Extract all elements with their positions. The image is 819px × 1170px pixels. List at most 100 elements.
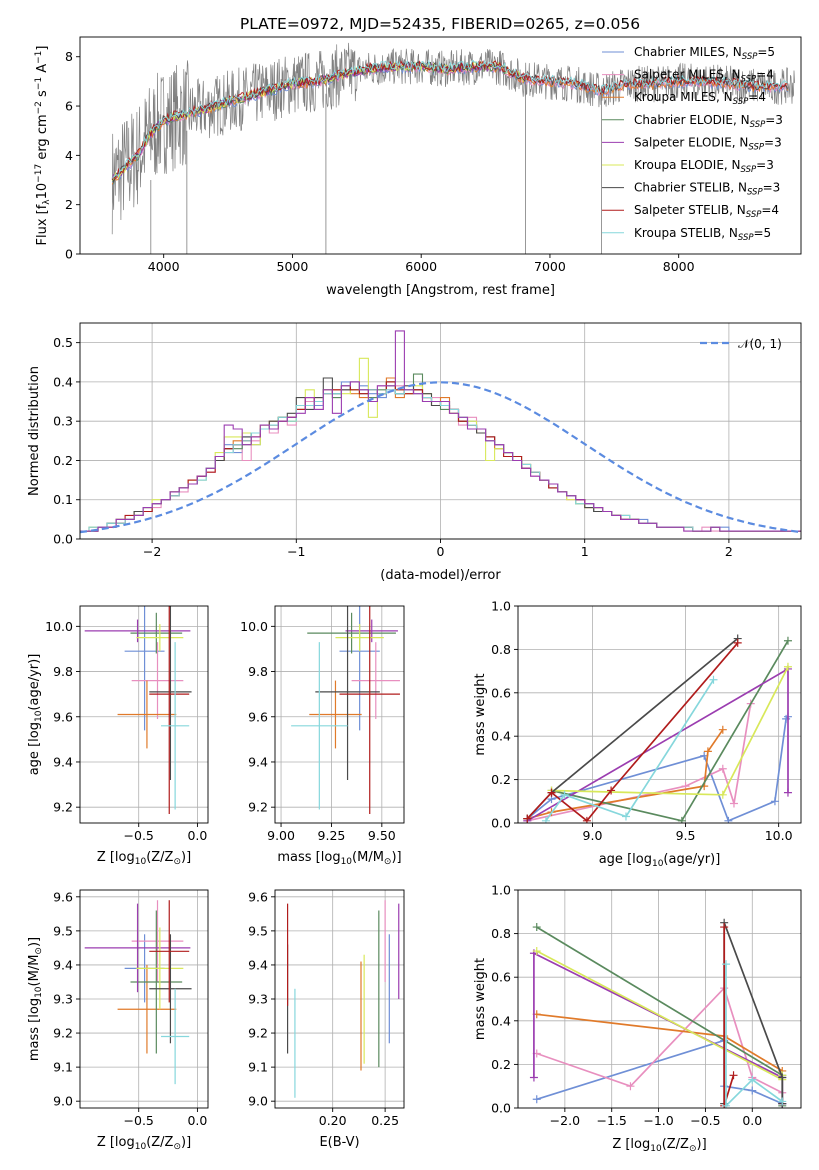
normal-curve — [80, 381, 801, 534]
legend-name: Chabrier STELIB, N — [634, 181, 747, 195]
legend-value: =5 — [754, 226, 772, 240]
y-tick-label: 0.8 — [491, 926, 511, 941]
weight-marker — [748, 1086, 757, 1095]
weight-marker — [729, 1071, 738, 1080]
weight-marker — [733, 638, 742, 647]
weight-line — [551, 666, 789, 796]
plot-area — [80, 330, 801, 534]
y-tick-label: 0.6 — [491, 685, 511, 700]
weight-marker — [718, 790, 727, 799]
panel-mass-vs-Z: −0.5 0.09.09.19.29.39.49.59.6Z [log10(Z/Z… — [27, 889, 209, 1152]
legend-name: Chabrier ELODIE, N — [634, 113, 750, 127]
weight-marker — [532, 923, 541, 932]
x-tick-label: 2 — [725, 544, 733, 559]
legend-value: =3 — [765, 113, 783, 127]
y-axis-label: Flux [fλ10−17 erg cm−2 s−1 A−1] — [34, 46, 52, 246]
x-tick-label: −0.5 — [124, 828, 154, 843]
y-tick-label: 9.6 — [53, 709, 73, 724]
y-tick-label: 4 — [65, 148, 73, 163]
label-part: (M/M — [27, 955, 42, 987]
y-tick-label: 9.4 — [53, 957, 73, 972]
x-tick-label: 8000 — [663, 259, 695, 274]
plot-area — [84, 606, 192, 814]
label-part: 10 — [341, 857, 353, 867]
point-chabrier-miles — [339, 606, 380, 731]
histogram-salpeter-elodie — [80, 330, 801, 532]
weight-marker — [729, 799, 738, 808]
plot-area — [84, 900, 192, 1085]
y-tick-label: 9.4 — [248, 957, 268, 972]
label-part: age [log — [27, 722, 42, 775]
label-part: Z [log — [97, 850, 135, 865]
y-tick-label: 0 — [65, 247, 73, 262]
y-tick-label: 9.5 — [53, 923, 73, 938]
y-tick-label: 6 — [65, 99, 73, 114]
y-tick-label: 9.6 — [248, 889, 268, 904]
label-part: mass [log — [27, 998, 42, 1061]
legend-name: Salpeter STELIB, N — [634, 203, 746, 217]
label-part: A — [35, 64, 50, 77]
label-part: 10 — [34, 986, 44, 998]
point-chabrier-stelib — [315, 606, 380, 781]
y-tick-label: 0.8 — [491, 642, 511, 657]
point-chabrier-stelib — [149, 934, 192, 1044]
y-tick-label: 9.1 — [248, 1060, 268, 1075]
y-tick-label: 9.0 — [53, 1094, 73, 1109]
weight-marker — [770, 797, 779, 806]
legend-name: Kroupa MILES, N — [634, 90, 733, 104]
weight-marker — [582, 816, 591, 823]
x-tick-label: 9.0 — [583, 828, 603, 843]
weight-marker — [724, 816, 733, 823]
y-tick-label: 9.8 — [53, 664, 73, 679]
label-part: (M/M — [352, 850, 384, 865]
point-chabrier-miles — [124, 606, 165, 731]
x-axis-label: wavelength [Angstrom, rest frame] — [326, 283, 555, 298]
x-tick-label: −1.5 — [597, 1113, 627, 1128]
x-tick-label: −2 — [143, 544, 161, 559]
x-tick-label: 9.25 — [318, 828, 346, 843]
label-part: ] — [35, 46, 50, 51]
point-salpeter-stelib — [339, 606, 400, 814]
x-tick-label: 0.20 — [319, 1113, 347, 1128]
panel-age-vs-mass: 9.00 9.25 9.50 9.2 9.4 9.6 9.8 10.0 mass [log10(… — [240, 605, 405, 867]
legend-value: =4 — [761, 203, 779, 217]
x-tick-label: −1 — [287, 544, 305, 559]
legend-value: =4 — [756, 68, 774, 82]
label-part: −1 — [34, 77, 44, 90]
plot-area — [286, 900, 400, 1098]
normal-legend-label: 𝒩(0, 1) — [738, 337, 782, 351]
figure-title: PLATE=0972, MJD=52435, FIBERID=0265, z=0… — [240, 15, 640, 33]
legend-sub: SSP — [741, 165, 757, 175]
y-tick-label: 9.2 — [53, 1026, 73, 1041]
x-tick-label: 9.5 — [676, 828, 696, 843]
weight-marker — [523, 814, 532, 823]
y-tick-label: 9.3 — [53, 992, 73, 1007]
series-chabrier-miles — [532, 1036, 787, 1108]
x-tick-label: −2.0 — [550, 1113, 580, 1128]
label-part: (Z/Z — [146, 850, 173, 865]
x-tick-label: 0.25 — [371, 1113, 399, 1128]
y-tick-label: 0.0 — [491, 816, 511, 831]
point-kroupa-elodie — [136, 927, 184, 1010]
legend-sub: SSP — [748, 142, 764, 152]
label-part: )] — [697, 1137, 707, 1152]
model-chabrier-stelib — [111, 60, 788, 184]
legend-entry-salpeter-elodie: Salpeter ELODIE, NSSP=3 — [634, 135, 782, 152]
weight-marker — [529, 1073, 538, 1082]
legend-name: Chabrier MILES, N — [634, 45, 742, 59]
series-salpeter-elodie — [523, 664, 792, 823]
weight-marker — [607, 786, 616, 795]
label-part: 10 — [35, 183, 50, 200]
plot-area — [111, 42, 795, 254]
legend-sub: SSP — [741, 75, 757, 85]
weight-marker — [621, 812, 630, 821]
label-part: ⊙ — [173, 1142, 181, 1152]
y-tick-label: 0.4 — [491, 1013, 511, 1028]
y-tick-label: 9.8 — [248, 664, 268, 679]
weight-marker — [709, 675, 718, 684]
series-kroupa-stelib — [541, 675, 718, 823]
y-tick-label: 9.4 — [248, 754, 268, 769]
point-chabrier-elodie — [130, 612, 183, 654]
panel-mass-vs-ebv: 0.20 0.25 9.0 9.1 9.2 9.3 9.4 9.5 9.6 E(B-V) — [248, 889, 405, 1150]
